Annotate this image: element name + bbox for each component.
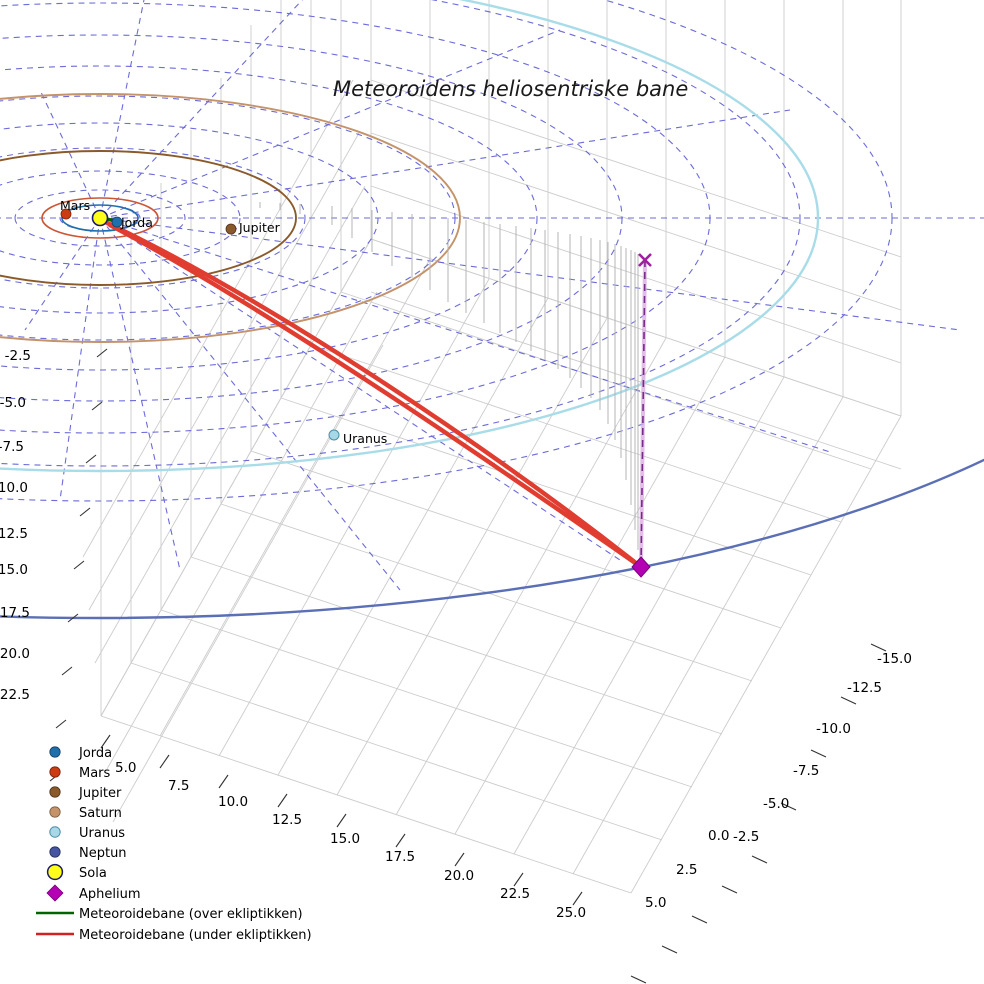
legend-label-jorda: Jorda <box>78 746 112 761</box>
aphelion-projection-marker <box>638 253 652 267</box>
orbit-uranus <box>0 0 819 473</box>
y-tick-4: -5.0 <box>763 796 789 812</box>
planet-orbits <box>0 0 984 620</box>
legend-item-saturn[interactable]: Saturn <box>49 806 122 821</box>
y-tick-7: 2.5 <box>676 862 697 878</box>
jorda-swatch-icon <box>49 746 61 758</box>
page-title: Meteoroidens heliosentriske bane <box>333 77 688 101</box>
x-tick-8: 25.0 <box>556 905 586 921</box>
legend: Jorda Mars Jupiter Saturn Uranus Neptun <box>36 746 312 943</box>
y-tick-6: 0.0 <box>708 828 729 844</box>
z-tick-1: -5.0 <box>0 395 26 411</box>
sola-swatch-icon <box>46 863 64 881</box>
orbit-jupiter <box>0 150 297 286</box>
legend-label-jupiter: Jupiter <box>78 786 122 801</box>
ecliptic-grid <box>0 0 984 591</box>
z-tick-4: -12.5 <box>0 526 28 542</box>
z-tick-7: -20.0 <box>0 646 30 662</box>
legend-item-meteoroid-above[interactable]: Meteoroidebane (over ekliptikken) <box>36 907 303 922</box>
x-axis-ticks: 5.0 7.5 10.0 12.5 15.0 17.5 20.0 22.5 25… <box>100 734 586 921</box>
z-tick-6: -17.5 <box>0 605 30 621</box>
y-tick-8: 5.0 <box>645 895 666 911</box>
pane-grid <box>82 0 902 894</box>
aphelium-marker <box>631 556 651 578</box>
x-tick-4: 15.0 <box>330 831 360 847</box>
legend-label-saturn: Saturn <box>79 806 122 821</box>
orbit-jorda <box>61 204 139 232</box>
legend-item-sola[interactable]: Sola <box>46 863 107 881</box>
legend-label-sola: Sola <box>79 866 107 881</box>
meteoroid-orbit-below <box>100 218 644 570</box>
y-tick-3: -7.5 <box>793 763 819 779</box>
legend-item-neptun[interactable]: Neptun <box>49 846 127 861</box>
legend-label-meteoroid-below: Meteoroidebane (under ekliptikken) <box>79 928 312 943</box>
label-jupiter: Jupiter <box>238 220 281 235</box>
label-mars: Mars <box>60 198 90 213</box>
aphelium-swatch-icon <box>46 884 64 902</box>
y-tick-1: -12.5 <box>847 680 882 696</box>
saturn-swatch-icon <box>49 806 61 818</box>
jupiter-swatch-icon <box>49 786 61 798</box>
aphelion-connector <box>639 259 647 568</box>
y-tick-2: -10.0 <box>816 721 851 737</box>
legend-item-jupiter[interactable]: Jupiter <box>49 786 122 801</box>
legend-label-neptun: Neptun <box>79 846 127 861</box>
legend-label-aphelium: Aphelium <box>79 887 141 902</box>
orbit-saturn <box>0 93 461 343</box>
legend-label-uranus: Uranus <box>79 826 125 841</box>
x-tick-6: 20.0 <box>444 868 474 884</box>
x-tick-3: 12.5 <box>272 812 302 828</box>
z-tick-5: -15.0 <box>0 562 28 578</box>
y-tick-5: -2.5 <box>733 829 759 845</box>
legend-label-meteoroid-above: Meteoroidebane (over ekliptikken) <box>79 907 303 922</box>
legend-item-uranus[interactable]: Uranus <box>49 826 126 841</box>
legend-label-mars: Mars <box>79 766 111 781</box>
z-axis-ticks: -2.5 -5.0 -7.5 -10.0 -12.5 -15.0 -17.5 -… <box>0 348 108 782</box>
planet-marker-uranus <box>328 429 340 441</box>
uranus-swatch-icon <box>49 826 61 838</box>
x-tick-0: 5.0 <box>115 760 136 776</box>
planet-marker-jorda <box>111 216 123 228</box>
legend-item-mars[interactable]: Mars <box>49 766 111 781</box>
label-uranus: Uranus <box>343 431 387 446</box>
orbit-neptun <box>0 458 984 620</box>
legend-item-meteoroid-below[interactable]: Meteoroidebane (under ekliptikken) <box>36 928 312 943</box>
z-tick-3: -10.0 <box>0 480 28 496</box>
neptun-swatch-icon <box>49 846 61 858</box>
orbit-mars <box>41 197 159 239</box>
z-tick-8: -22.5 <box>0 687 30 703</box>
z-tick-2: -7.5 <box>0 439 24 455</box>
planet-marker-mars <box>60 208 72 220</box>
x-tick-5: 17.5 <box>385 849 415 865</box>
mars-swatch-icon <box>49 766 61 778</box>
x-tick-7: 22.5 <box>500 886 530 902</box>
y-axis-ticks: -15.0 -12.5 -10.0 -7.5 -5.0 -2.5 0.0 2.5… <box>630 643 912 984</box>
z-tick-0: -2.5 <box>5 348 31 364</box>
x-tick-1: 7.5 <box>168 778 189 794</box>
legend-item-aphelium[interactable]: Aphelium <box>46 884 141 902</box>
x-tick-2: 10.0 <box>218 794 248 810</box>
legend-item-jorda[interactable]: Jorda <box>49 746 112 761</box>
planet-marker-jupiter <box>225 223 237 235</box>
label-jorda: Jorda <box>120 215 153 230</box>
meteoroid-droplines <box>259 202 639 550</box>
y-tick-0: -15.0 <box>877 651 912 667</box>
planet-marker-sola <box>91 209 109 227</box>
